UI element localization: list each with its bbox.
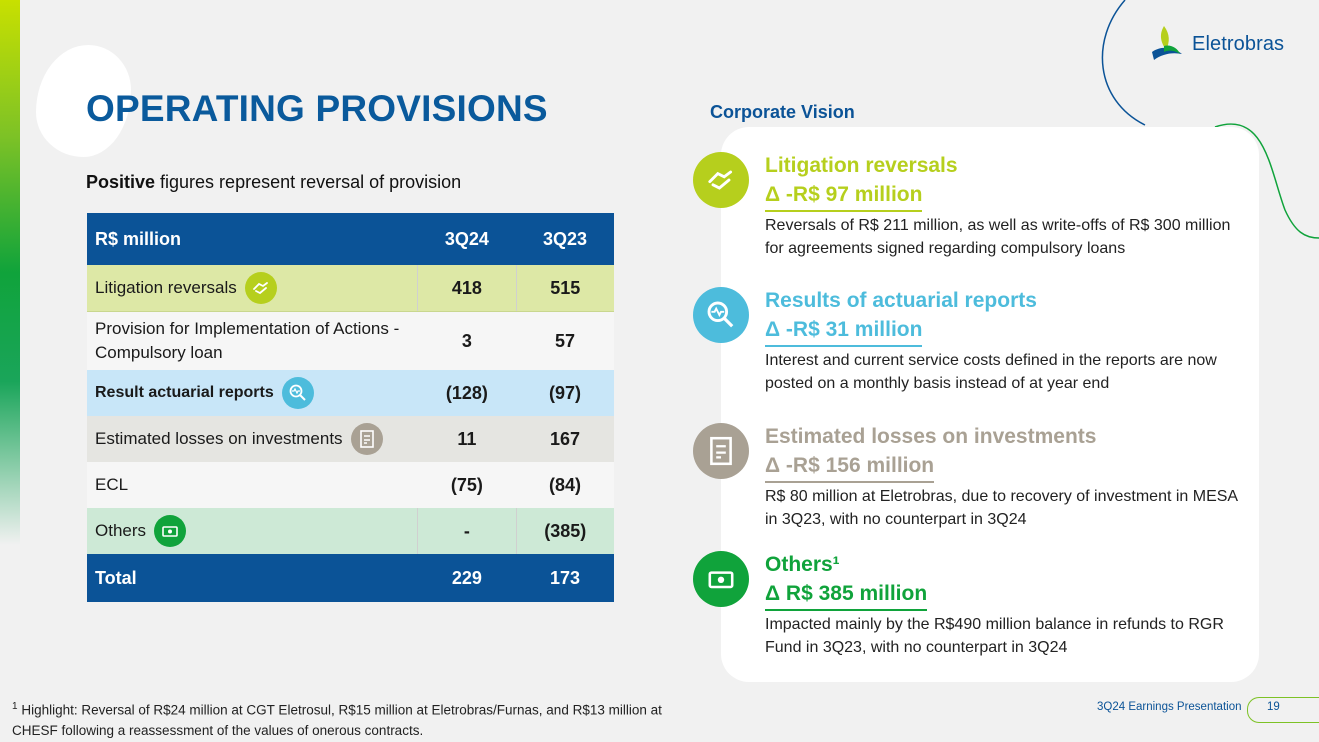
vision-heading: Others¹	[765, 553, 840, 576]
vision-text: R$ 80 million at Eletrobras, due to reco…	[765, 488, 1238, 528]
table-header-row: R$ million 3Q24 3Q23	[87, 213, 614, 265]
page-number-box	[1247, 697, 1319, 723]
handshake-icon	[693, 152, 749, 208]
cell-3q24: -	[417, 508, 517, 554]
cell-3q24: 3	[417, 311, 517, 370]
table-row: Provision for Implementation of Actions …	[87, 311, 614, 370]
magnifier-chart-icon	[693, 287, 749, 343]
subtitle-text: figures represent	[155, 172, 301, 192]
vision-heading: Results of actuarial reports	[765, 289, 1037, 312]
cell-3q24: 11	[417, 416, 517, 462]
vision-heading: Litigation reversals	[765, 154, 958, 177]
cell-3q24: (75)	[417, 462, 517, 508]
subtitle-bold-positive: Positive	[86, 172, 156, 192]
vision-delta: Δ R$ 385 million	[765, 579, 928, 611]
cell-3q23: (84)	[516, 462, 614, 508]
decorative-blob	[36, 45, 131, 157]
eletrobras-logo: Eletrobras	[1150, 24, 1284, 64]
eletrobras-logo-icon	[1152, 26, 1182, 60]
row-label: Estimated losses on investments	[95, 429, 343, 448]
table-row: Litigation reversals 418 515	[87, 265, 614, 312]
header-3q24: 3Q24	[417, 213, 517, 265]
total-label: Total	[87, 554, 418, 602]
row-label: Result actuarial reports	[95, 384, 274, 401]
vision-delta: Δ -R$ 156 million	[765, 451, 935, 483]
cell-3q23: 57	[516, 311, 614, 370]
cell-3q23: 167	[516, 416, 614, 462]
decorative-curves	[1101, 0, 1319, 239]
cell-3q23: (385)	[515, 508, 614, 554]
handshake-icon	[244, 272, 277, 304]
row-label: Provision for Implementation of Actions …	[87, 311, 418, 370]
provisions-table: R$ million 3Q24 3Q23 Litigation reversal…	[87, 213, 614, 602]
vision-delta: Δ -R$ 31 million	[765, 315, 923, 347]
cell-3q24: 418	[417, 265, 517, 312]
logo-text: Eletrobras	[1192, 32, 1285, 55]
vision-delta: Δ -R$ 97 million	[765, 180, 923, 212]
total-3q23: 173	[516, 554, 614, 602]
vision-heading: Estimated losses on investments	[765, 425, 1097, 448]
header-label: R$ million	[87, 213, 418, 265]
cell-3q23: 515	[515, 265, 614, 312]
table-total-row: Total 229 173	[87, 554, 614, 602]
money-icon	[693, 551, 749, 607]
table-row: ECL (75) (84)	[87, 462, 614, 508]
money-icon	[154, 515, 187, 547]
vision-text: Interest and current service costs defin…	[765, 352, 1217, 392]
header-3q23: 3Q23	[516, 213, 614, 265]
row-label: Litigation reversals	[95, 278, 237, 297]
footnote: 1 Highlight: Reversal of R$24 million at…	[12, 697, 682, 741]
table-row: Result actuarial reports (128) (97)	[87, 370, 614, 416]
page-number: 19	[1267, 701, 1280, 713]
cell-3q23: (97)	[516, 370, 614, 416]
footer-label: 3Q24 Earnings Presentation	[1097, 701, 1242, 713]
row-label: ECL	[87, 462, 418, 508]
table-row: Estimated losses on investments 11 167	[87, 416, 614, 462]
vision-text: Reversals of R$ 211 million, as well as …	[765, 217, 1231, 257]
total-3q24: 229	[417, 554, 517, 602]
corporate-vision-title: Corporate Vision	[710, 102, 855, 122]
vision-text: Impacted mainly by the R$490 million bal…	[765, 616, 1224, 656]
row-label: Others	[95, 521, 147, 540]
subtitle-bold-reversal: reversal of provision	[300, 172, 462, 192]
document-icon	[350, 423, 383, 455]
left-gradient-bar	[0, 0, 20, 545]
cell-3q24: (128)	[417, 370, 517, 416]
footnote-text: Highlight: Reversal of R$24 million at C…	[12, 702, 662, 738]
corporate-vision-card	[721, 127, 1259, 682]
page-title: OPERATING PROVISIONS	[86, 88, 548, 129]
footnote-marker: 1	[12, 701, 18, 712]
magnifier-chart-icon	[281, 377, 314, 409]
table-row: Others - (385)	[87, 508, 614, 554]
document-icon	[693, 423, 749, 479]
table-subtitle: Positive figures represent reversal of p…	[86, 172, 461, 193]
